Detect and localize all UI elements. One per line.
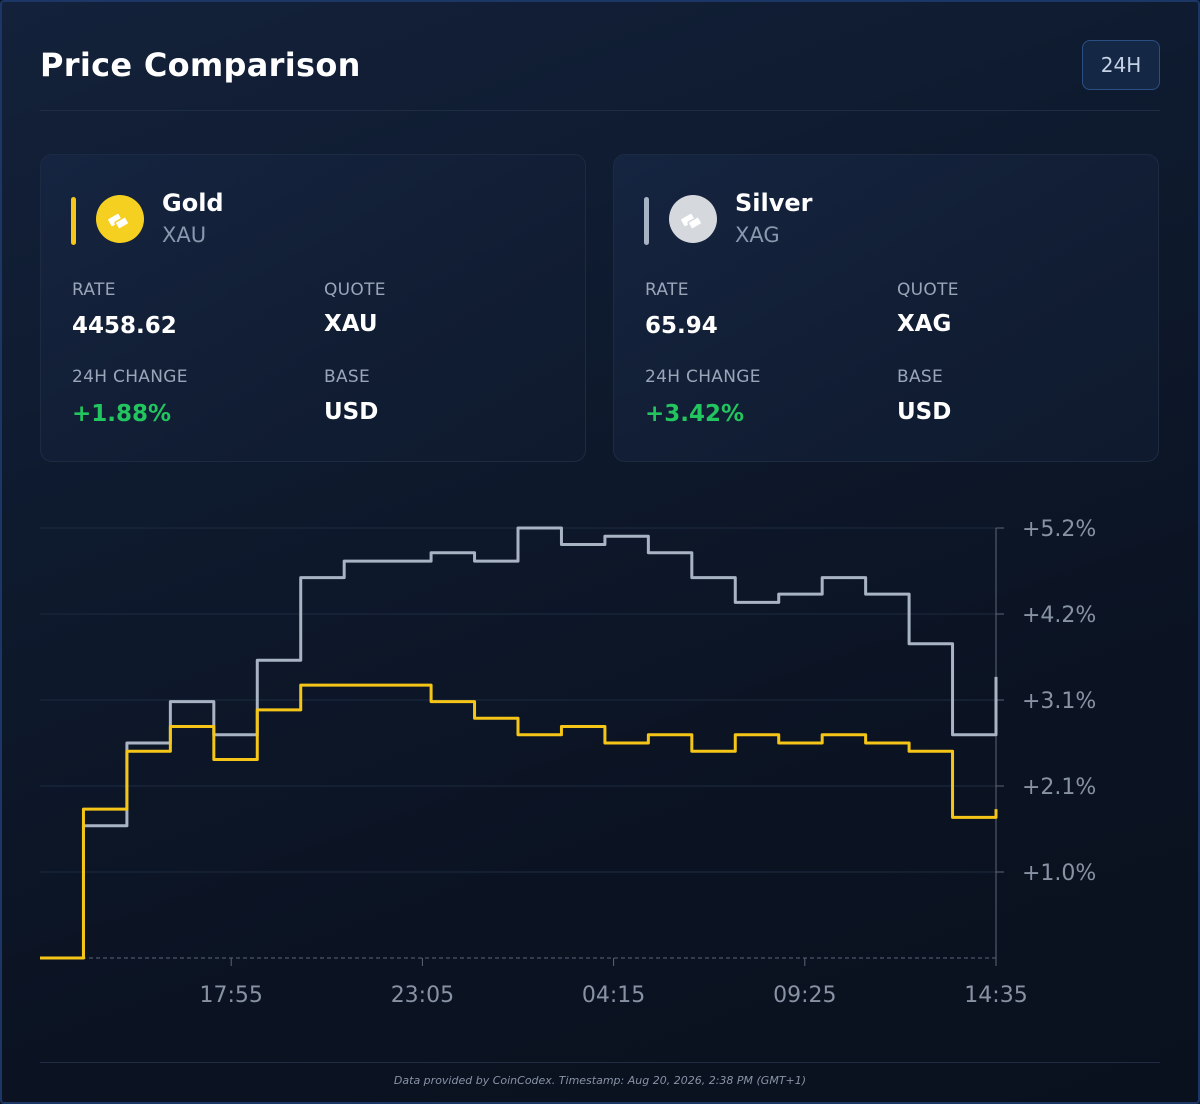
gold-name: Gold [162, 189, 224, 217]
gold-quote-value: XAU [324, 311, 378, 337]
footer-divider [40, 1062, 1160, 1063]
gold-base-label: BASE [324, 367, 371, 387]
silver-name: Silver [735, 189, 813, 217]
silver-accent-bar [644, 197, 649, 245]
silver-base-label: BASE [897, 367, 944, 387]
header-divider [40, 110, 1160, 111]
y-tick-label: +3.1% [1022, 689, 1096, 714]
gold-bar-icon [96, 195, 144, 243]
y-tick-label: +2.1% [1022, 775, 1096, 800]
silver-quote-label: QUOTE [897, 280, 959, 300]
gold-rate-value: 4458.62 [72, 313, 177, 339]
gold-change-label: 24H CHANGE [72, 367, 188, 387]
silver-quote-value: XAG [897, 311, 952, 337]
silver-bar-icon [669, 195, 717, 243]
y-tick-label: +5.2% [1022, 517, 1096, 542]
silver-symbol: XAG [735, 223, 780, 247]
gold-quote-label: QUOTE [324, 280, 386, 300]
gold-base-value: USD [324, 399, 379, 425]
silver-change-label: 24H CHANGE [645, 367, 761, 387]
silver-rate-label: RATE [645, 280, 689, 300]
gold-rate-label: RATE [72, 280, 116, 300]
x-tick-label: 04:15 [582, 983, 645, 1008]
y-tick-label: +4.2% [1022, 603, 1096, 628]
x-tick-label: 09:25 [773, 983, 836, 1008]
silver-base-value: USD [897, 399, 952, 425]
x-tick-label: 23:05 [391, 983, 454, 1008]
silver-series-line [40, 526, 998, 960]
period-24h-button[interactable]: 24H [1082, 40, 1160, 90]
silver-change-value: +3.42% [645, 401, 745, 427]
silver-card: Silver XAG RATE 65.94 QUOTE XAG 24H CHAN… [613, 154, 1159, 462]
gold-card: Gold XAU RATE 4458.62 QUOTE XAU 24H CHAN… [40, 154, 586, 462]
footer-attribution: Data provided by CoinCodex. Timestamp: A… [393, 1074, 807, 1087]
gold-accent-bar [71, 197, 76, 245]
gold-change-value: +1.88% [72, 401, 172, 427]
page-title: Price Comparison [40, 46, 361, 84]
price-chart: +1.0% +2.1% +3.1% +4.2% +5.2% 17:55 23:05 04:15… [40, 517, 1096, 1008]
x-tick-label: 17:55 [199, 983, 262, 1008]
gold-symbol: XAU [162, 223, 207, 247]
silver-rate-value: 65.94 [645, 313, 718, 339]
x-tick-label: 14:35 [964, 983, 1027, 1008]
gold-series-line [40, 683, 998, 960]
y-tick-label: +1.0% [1022, 861, 1096, 886]
